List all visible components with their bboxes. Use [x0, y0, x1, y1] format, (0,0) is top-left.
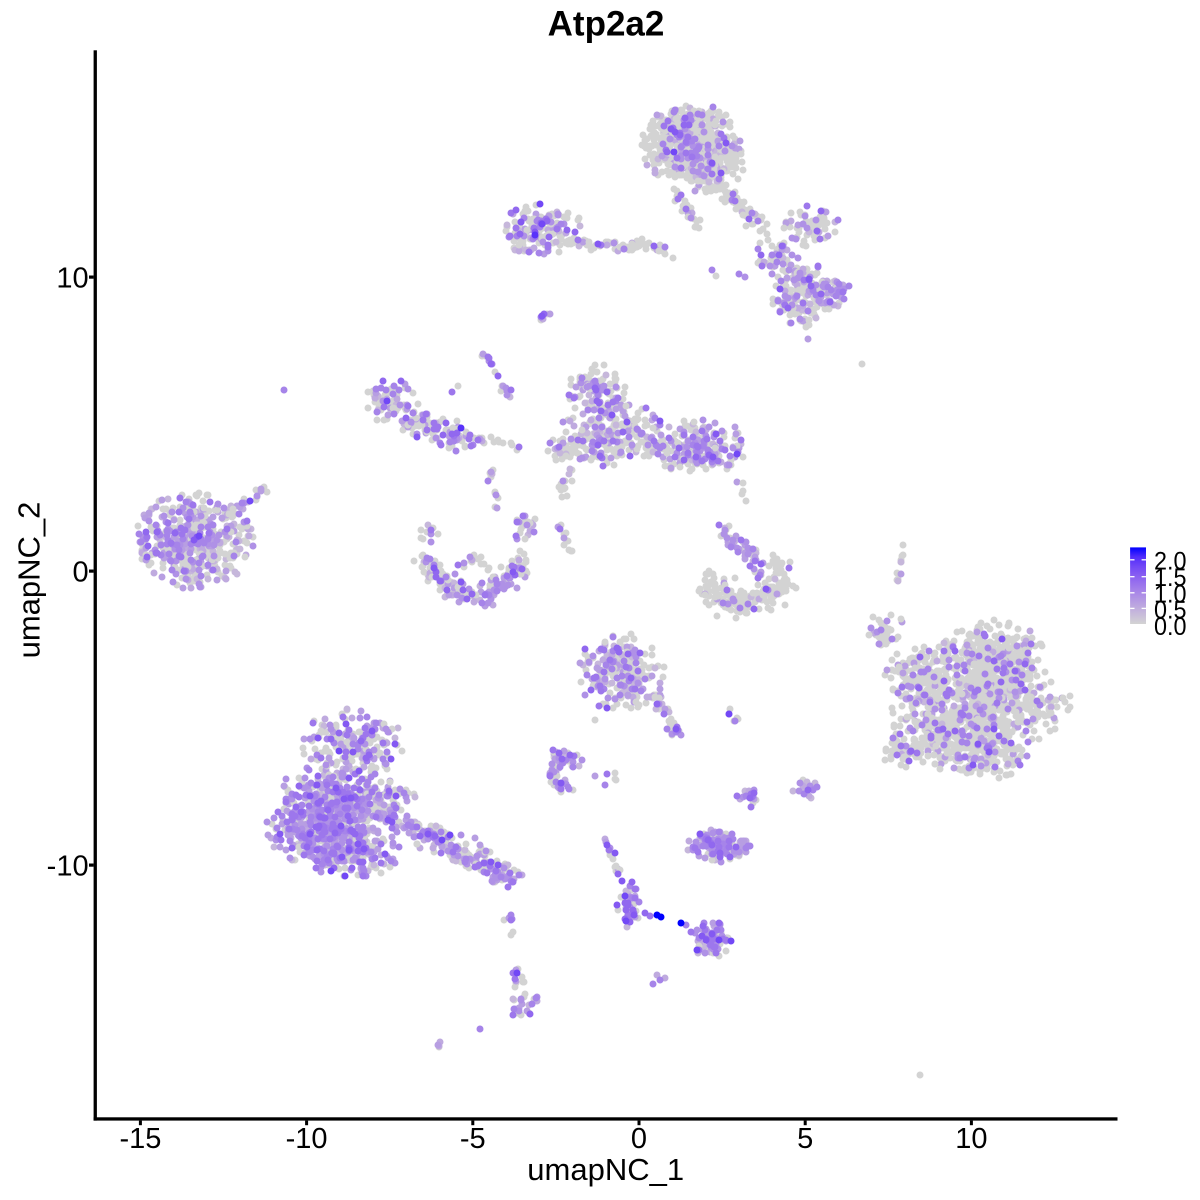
svg-text:0: 0 — [631, 1123, 647, 1155]
svg-text:1.5: 1.5 — [1154, 564, 1187, 592]
svg-text:-5: -5 — [460, 1123, 486, 1155]
svg-text:5: 5 — [797, 1123, 813, 1155]
svg-text:umapNC_1: umapNC_1 — [527, 1152, 684, 1187]
svg-text:0: 0 — [72, 557, 88, 589]
svg-text:0.5: 0.5 — [1154, 597, 1187, 625]
svg-text:-10: -10 — [47, 851, 89, 883]
svg-text:10: 10 — [955, 1123, 987, 1155]
svg-text:-10: -10 — [286, 1123, 328, 1155]
svg-text:1.0: 1.0 — [1154, 580, 1187, 608]
svg-text:10: 10 — [56, 263, 88, 295]
svg-text:0.0: 0.0 — [1154, 613, 1187, 641]
svg-text:Atp2a2: Atp2a2 — [548, 4, 665, 43]
svg-text:umapNC_2: umapNC_2 — [12, 502, 47, 659]
svg-text:-15: -15 — [119, 1123, 161, 1155]
svg-text:2.0: 2.0 — [1154, 548, 1187, 576]
